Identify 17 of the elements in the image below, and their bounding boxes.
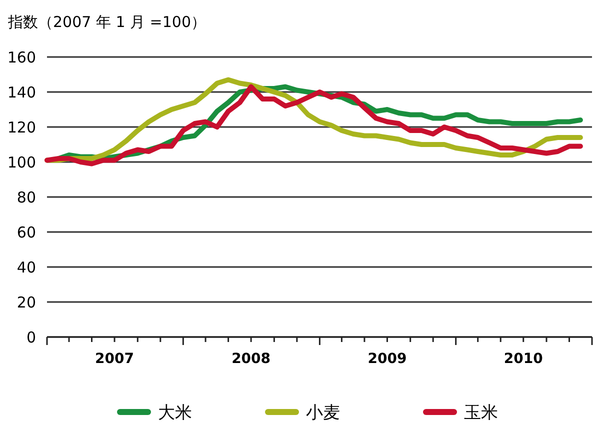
y-tick-label: 0 <box>26 328 36 346</box>
x-tick-label: 2009 <box>368 351 407 367</box>
y-tick-label: 80 <box>16 188 36 206</box>
y-tick-label: 60 <box>16 223 36 242</box>
y-tick-label: 160 <box>7 48 36 66</box>
y-tick-label: 40 <box>16 258 36 276</box>
legend-label: 玉米 <box>464 402 498 423</box>
y-tick-label: 100 <box>7 153 36 172</box>
y-axis-title: 指数（2007 年 1 月 =100） <box>7 13 206 31</box>
x-tick-label: 2010 <box>504 351 544 367</box>
y-tick-label: 120 <box>7 118 36 136</box>
x-tick-label: 2007 <box>95 351 134 367</box>
legend-label: 大米 <box>158 402 192 423</box>
legend-label: 小麦 <box>306 402 340 423</box>
y-tick-label: 20 <box>16 293 36 312</box>
y-tick-label: 140 <box>7 83 36 102</box>
x-tick-label: 2008 <box>232 351 271 367</box>
